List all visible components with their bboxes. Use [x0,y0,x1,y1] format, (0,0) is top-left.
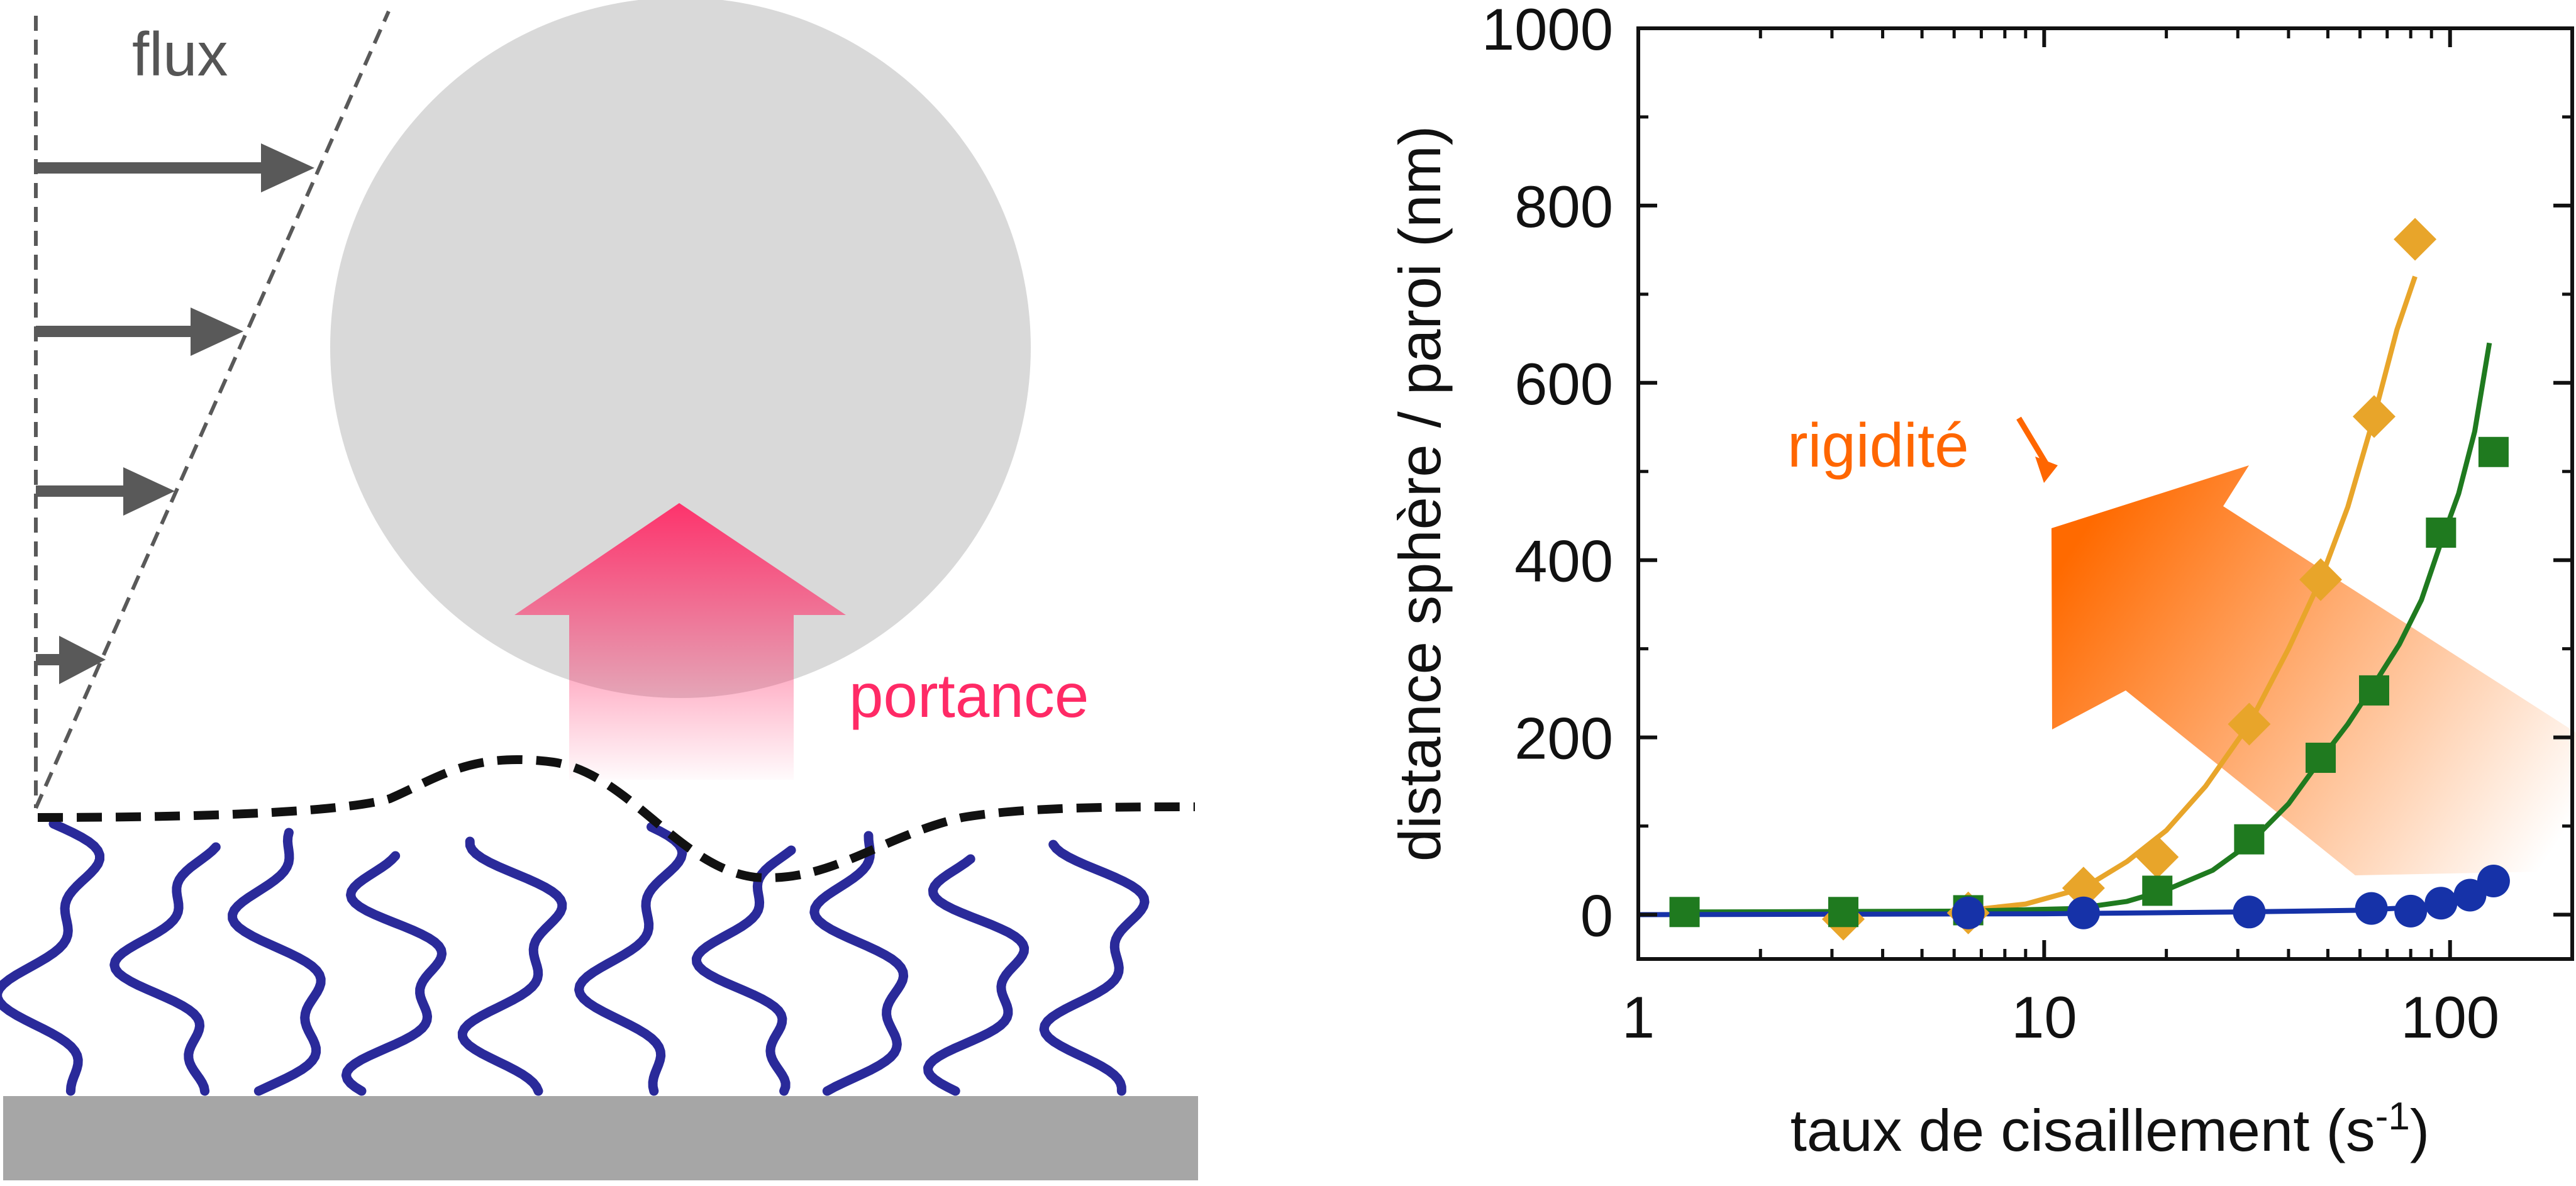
data-point-circle [2424,887,2458,920]
flow-arrow [36,467,175,516]
polymer-chain [341,851,447,1096]
data-point-diamond [2394,218,2437,261]
flow-arrow [36,308,243,356]
lift-arrow [514,503,846,780]
velocity-profile-line [34,10,391,809]
substrate [3,1096,1198,1180]
data-point-square [2306,743,2336,773]
polymer-brush [0,819,1150,1096]
tick-labels: 0 200 400 600 800 1000 1 10 100 [1482,0,2499,1050]
data-point-diamond [2228,702,2271,746]
data-point-circle [2477,864,2510,897]
flow-profile: flux [34,10,391,809]
rigidity-pointer [2016,416,2058,483]
data-point-diamond [2352,395,2396,438]
x-axis-label-main: taux de cisaillement (s [1790,1097,2375,1163]
polymer-chain [923,854,1030,1096]
data-point-circle [1951,896,1985,929]
y-tick-label: 800 [1514,174,1613,240]
y-axis-label: distance sphère / paroi (nm) [1387,126,1453,862]
rigidity-arrow [2051,465,2576,875]
flow-arrow [36,636,106,684]
data-point-square [1828,897,1859,928]
flux-label: flux [132,19,228,89]
data-point-diamond [2136,835,2179,878]
flow-arrow [36,143,314,192]
x-axis-label-end: ) [2410,1097,2429,1163]
y-tick-label: 600 [1514,351,1613,417]
x-tick-label: 1 [1622,984,1655,1050]
data-point-circle [2067,896,2100,929]
data-point-square [2234,824,2265,855]
data-point-diamond [2299,558,2343,601]
y-tick-label: 200 [1514,706,1613,772]
sphere [330,0,1031,698]
y-tick-label: 0 [1580,883,1613,949]
data-point-circle [2453,878,2487,912]
data-point-circle [2233,895,2266,929]
x-tick-label: 100 [2401,984,2499,1050]
brush-interface-line [37,755,1196,882]
polymer-chain [574,822,687,1096]
polymer-chain [691,845,796,1096]
data-point-circle [2394,894,2428,928]
polymer-chain [809,831,909,1096]
data-point-square [2142,875,2173,906]
schematic: portance flux [0,0,1198,1180]
polymer-chain [109,842,221,1096]
plot-frame [1636,26,2574,961]
x-axis-label-superscript: -1 [2375,1095,2410,1138]
data-point-square [2426,518,2457,548]
data-point-square [2358,675,2389,706]
chart: rigidité 0 200 400 600 800 1000 1 10 100 taux de… [1387,0,2576,1163]
lift-label: portance [849,661,1089,730]
data-point-diamond [2062,867,2105,910]
polymer-chain [0,819,104,1096]
polymer-chain [1039,840,1150,1096]
rigidity-label: rigidité [1787,411,1969,480]
data-points [1669,218,2510,941]
data-point-circle [2355,892,2388,925]
data-point-square [2478,436,2509,467]
polymer-chain [228,828,326,1096]
x-tick-label: 10 [2011,984,2077,1050]
polymer-chain [457,836,567,1096]
y-tick-label: 1000 [1482,0,1613,62]
data-point-square [1669,897,1700,928]
axis-ticks [1636,26,2574,959]
x-axis-label: taux de cisaillement (s-1) [1790,1095,2429,1163]
y-tick-label: 400 [1514,528,1613,594]
